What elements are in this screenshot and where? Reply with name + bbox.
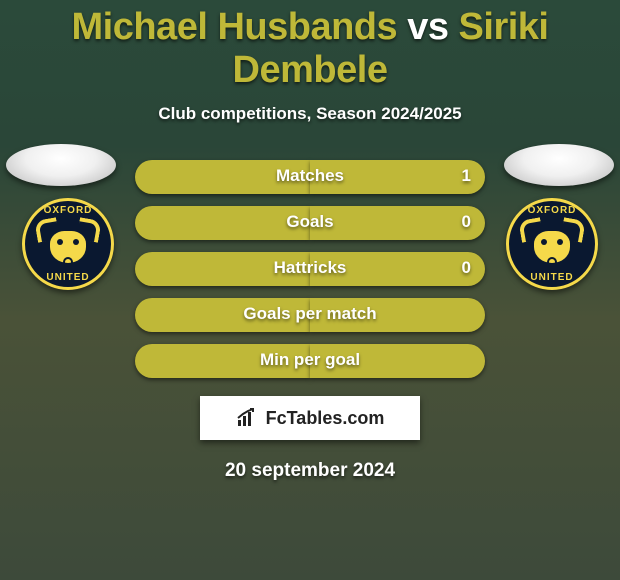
- stats-container: OXFORD UNITED OXFORD UNITED Matches 1 Go…: [0, 160, 620, 482]
- player2-photo-placeholder: [504, 144, 614, 186]
- badge-top-text: OXFORD: [528, 205, 577, 216]
- brand-box: FcTables.com: [200, 396, 420, 440]
- stat-rows: Matches 1 Goals 0 Hattricks 0 Goals per …: [135, 160, 485, 380]
- ox-icon: [38, 221, 98, 267]
- badge-top-text: OXFORD: [44, 205, 93, 216]
- player1-photo-placeholder: [6, 144, 116, 186]
- stat-label: Matches: [135, 166, 485, 186]
- comparison-title: Michael Husbands vs Siriki Dembele: [0, 0, 620, 92]
- player1-name: Michael Husbands: [72, 6, 398, 48]
- badge-bottom-text: UNITED: [530, 272, 573, 283]
- stat-row: Hattricks 0: [135, 252, 485, 288]
- subtitle: Club competitions, Season 2024/2025: [0, 104, 620, 124]
- stat-row: Goals 0: [135, 206, 485, 242]
- stat-value-right: 0: [462, 258, 471, 278]
- chart-icon: [236, 408, 260, 428]
- stat-label: Goals per match: [135, 304, 485, 324]
- stat-row: Goals per match: [135, 298, 485, 334]
- brand-text: FcTables.com: [266, 408, 385, 429]
- player2-club-badge: OXFORD UNITED: [506, 198, 598, 290]
- stat-label: Goals: [135, 212, 485, 232]
- stat-label: Min per goal: [135, 350, 485, 370]
- ox-icon: [522, 221, 582, 267]
- date-text: 20 september 2024: [0, 460, 620, 482]
- player1-club-badge: OXFORD UNITED: [22, 198, 114, 290]
- stat-label: Hattricks: [135, 258, 485, 278]
- stat-value-right: 1: [462, 166, 471, 186]
- stat-value-right: 0: [462, 212, 471, 232]
- stat-row: Min per goal: [135, 344, 485, 380]
- badge-bottom-text: UNITED: [46, 272, 89, 283]
- stat-row: Matches 1: [135, 160, 485, 196]
- vs-text: vs: [407, 6, 448, 48]
